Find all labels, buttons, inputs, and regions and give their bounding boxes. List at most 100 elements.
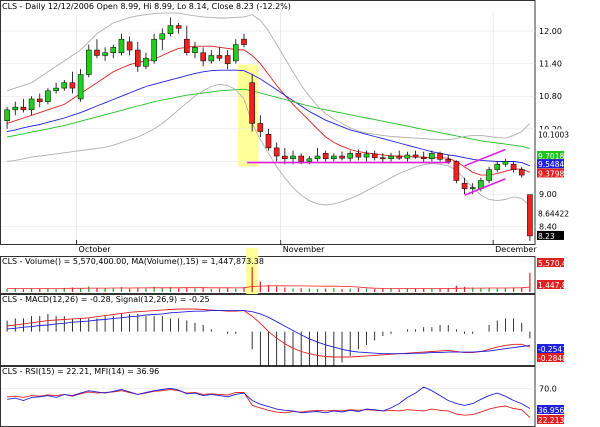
candle-body [94,49,100,56]
candle-body [412,154,419,158]
volume-right-label-bg [537,280,564,289]
panel-frame [0,256,536,294]
candle-body [347,153,353,159]
candle-body [143,57,149,67]
price-panel: 12.0011.4010.8010.209.609.008.40OctoberN… [0,0,569,254]
candle-body [404,154,411,159]
rsi-right-label-bg [537,405,564,414]
overlay-bollinger-lower [7,83,531,207]
overlay-bollinger-upper [6,12,531,141]
price-right-label-bg [537,230,564,240]
candle-body [257,123,264,132]
macd-right-label-bg [537,353,564,362]
candle-body [437,153,443,160]
overlay-ma-50 [7,88,531,149]
rsi-right-label-bg [537,415,564,424]
price-right-label: 10.1003 [538,130,569,139]
candle-body [102,52,108,56]
rsi-right-label: 22.2135 [538,416,569,425]
candle-body [445,159,452,162]
macd-right-label: -0.28488 [538,354,572,363]
candle-body [20,106,27,111]
price-right-label-bg [537,159,564,169]
candle-body [486,169,492,181]
candle-body [282,155,288,160]
candle-body [273,147,280,157]
macd-series-macd [7,308,531,358]
price-y-tick: 11.40 [539,60,562,69]
price-right-label-bg [537,151,564,161]
rsi-header: CLS - RSI(15) = 22.21, MFI(14) = 36.96 [2,367,159,376]
candle-body [233,44,239,62]
candle-body [314,155,321,160]
candle-body [469,187,476,190]
candle-body [290,155,296,160]
candle-body [184,38,190,54]
candle-body [355,153,362,158]
candle-body [126,41,133,51]
price-right-label-bg [537,208,564,218]
panel-frame [0,366,536,427]
candle-body [28,98,35,111]
candle-body [77,74,84,100]
candle-body [69,82,76,89]
candle-body [298,155,304,162]
price-y-tick: 9.00 [539,190,557,199]
candle-body [167,25,174,34]
candle-body [306,158,313,162]
price-right-label: 9.70187 [538,152,569,161]
candle-body [453,161,460,181]
macd-header: CLS - MACD(12,26) = -0.28, Signal(12,26,… [2,295,210,304]
candle-body [363,153,370,158]
candle-body [396,155,402,159]
channel-line [464,178,506,196]
candle-body [12,106,19,111]
macd-panel: -0.25478-0.28488 [0,294,572,403]
panel-frame [0,294,536,366]
price-y-tick: 8.40 [539,223,557,232]
candle-body [118,38,125,54]
candle-body [241,38,247,45]
candle-body [461,182,468,189]
candle-body [322,153,329,160]
candle-body [224,55,231,64]
candle-body [208,55,215,62]
volume-right-label: 5,570,400 [538,259,576,268]
candle-body [510,163,517,170]
candle-body [85,49,92,75]
macd-right-label-bg [537,344,564,353]
macd-series-signal [7,310,530,355]
volume-ma-line [7,285,530,289]
candle-body [151,38,157,62]
volume-right-label-bg [537,258,564,267]
price-right-label-bg [537,129,564,139]
candle-body [61,82,68,89]
price-y-tick: 10.80 [539,92,562,101]
price-right-label: 8.23 [538,232,555,241]
month-label: November [283,245,325,254]
candle-body [110,47,117,54]
month-label: October [79,245,112,254]
candle-body [200,52,206,62]
candle-body [192,47,198,54]
volume-header: CLS - Volume() = 5,570,400.00, MA(Volume… [2,257,264,266]
volume-right-label: 1,447,873 [538,281,576,290]
rsi-series-mfi [7,386,531,414]
price-right-label: 9.54849 [538,160,569,169]
candle-body [249,82,255,124]
candle-body [135,49,141,67]
price-right-label: 8.64422 [538,210,569,219]
candle-body [494,163,501,170]
candle-body [53,87,59,92]
candle-body [420,156,427,160]
candle-body [518,169,525,176]
candle-body [527,194,533,237]
candle-body [175,25,182,29]
channel-line [464,148,506,167]
candle-body [388,155,394,160]
panel-frame [0,0,536,245]
rsi-y-tick: 70.0 [539,384,557,393]
rsi-series-rsi [7,389,531,418]
